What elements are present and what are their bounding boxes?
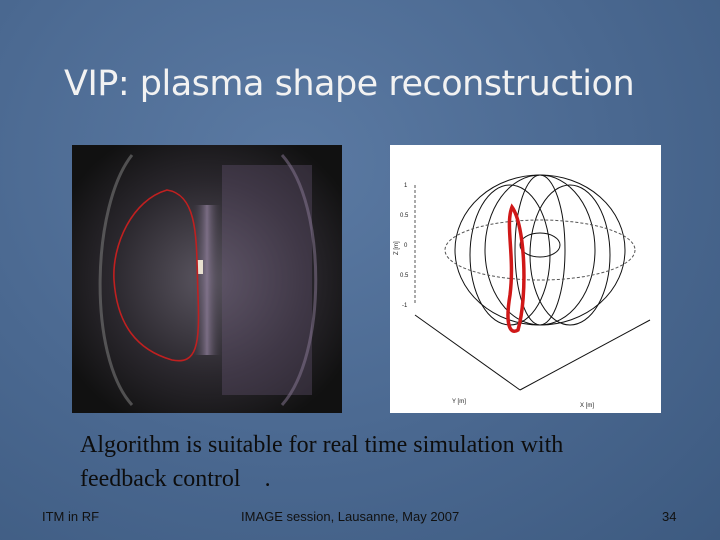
x-label: X [m] [580,403,594,409]
reconstruction-plot: 1 0.5 0 0.5 -1 Z [m] Y [m] X [m] [390,145,661,413]
z-label: Z [m] [394,241,400,255]
page-number: 34 [662,509,677,524]
y-label: Y [m] [452,399,466,405]
z-tick: 0.5 [400,273,409,279]
z-tick: 0.5 [400,213,409,219]
z-tick: -1 [402,303,408,309]
footer-left: ITM in RF [42,509,100,524]
z-tick: 1 [404,183,408,189]
body-text: Algorithm is suitable for real time simu… [80,432,564,458]
footer-center: IMAGE session, Lausanne, May 2007 [241,509,460,524]
plasma-photo [72,145,342,413]
body-text: feedback control . [80,466,271,492]
slide-title: VIP: plasma shape reconstruction [64,64,635,104]
z-tick: 0 [404,243,408,249]
